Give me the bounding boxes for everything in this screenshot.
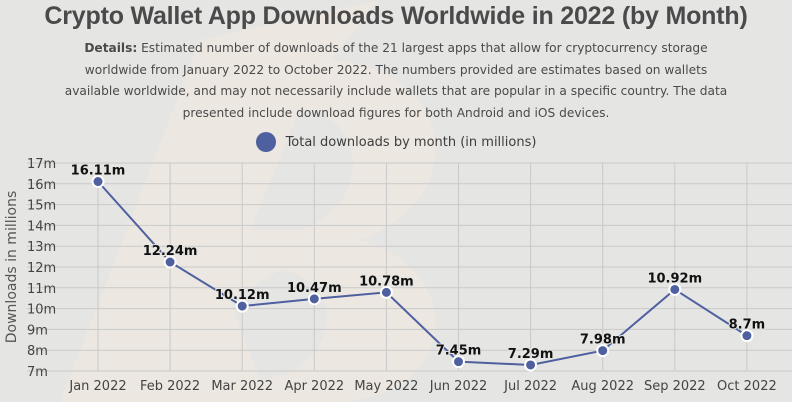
data-label: 7.29m bbox=[508, 347, 554, 362]
y-tick-label: 13m bbox=[27, 240, 56, 255]
y-tick-label: 12m bbox=[27, 261, 56, 276]
data-point bbox=[379, 285, 393, 299]
legend-marker bbox=[255, 132, 276, 152]
data-point bbox=[452, 355, 465, 369]
data-point bbox=[524, 358, 538, 372]
chart-title: Crypto Wallet App Downloads Worldwide in… bbox=[44, 2, 748, 30]
x-tick-label: Aug 2022 bbox=[571, 379, 634, 394]
data-point bbox=[668, 282, 682, 296]
y-tick-label: 10m bbox=[27, 303, 56, 318]
x-tick-label: Sep 2022 bbox=[644, 379, 706, 394]
x-tick-label: Apr 2022 bbox=[284, 379, 344, 394]
y-tick-label: 15m bbox=[27, 199, 56, 214]
data-label: 16.11m bbox=[71, 164, 126, 179]
data-label: 10.47m bbox=[287, 281, 342, 296]
data-label: 8.7m bbox=[729, 318, 766, 333]
chart-details: Details: Estimated number of downloads o… bbox=[60, 38, 732, 124]
x-tick-label: May 2022 bbox=[354, 379, 418, 394]
legend[interactable]: Total downloads by month (in millions) bbox=[0, 132, 792, 152]
x-tick-label: Jan 2022 bbox=[68, 379, 126, 394]
data-point bbox=[740, 329, 754, 343]
x-tick-label: Feb 2022 bbox=[140, 379, 200, 394]
data-label: 7.45m bbox=[436, 344, 482, 359]
details-label: Details: bbox=[84, 41, 138, 55]
y-tick-label: 8m bbox=[27, 344, 48, 359]
data-point bbox=[307, 292, 321, 306]
y-tick-label: 9m bbox=[27, 323, 48, 338]
y-tick-label: 16m bbox=[27, 178, 56, 193]
y-tick-label: 14m bbox=[27, 219, 56, 234]
x-tick-label: Jul 2022 bbox=[503, 379, 557, 394]
data-point bbox=[163, 255, 177, 269]
x-tick-label: Jun 2022 bbox=[429, 379, 488, 394]
y-tick-label: 17m bbox=[27, 157, 56, 172]
legend-label: Total downloads by month (in millions) bbox=[285, 134, 537, 150]
details-text: Estimated number of downloads of the 21 … bbox=[64, 41, 728, 120]
data-label: 10.92m bbox=[647, 271, 702, 286]
y-axis-label: Downloads in millions bbox=[4, 191, 20, 343]
data-label: 10.12m bbox=[215, 288, 270, 303]
y-tick-label: 7m bbox=[27, 365, 48, 380]
data-point bbox=[235, 299, 249, 313]
data-point bbox=[91, 175, 105, 189]
series-line bbox=[97, 180, 748, 366]
data-label: 7.98m bbox=[580, 333, 626, 348]
x-tick-label: Oct 2022 bbox=[717, 379, 777, 394]
data-label: 12.24m bbox=[143, 244, 198, 259]
data-label: 10.78m bbox=[359, 274, 414, 289]
data-point bbox=[596, 344, 610, 358]
x-tick-label: Mar 2022 bbox=[211, 379, 273, 394]
y-tick-label: 11m bbox=[27, 282, 56, 297]
